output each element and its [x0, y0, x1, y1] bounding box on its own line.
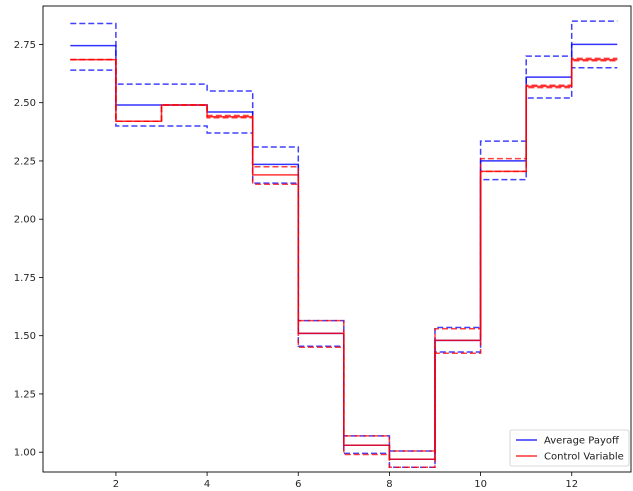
x-axis-ticks: 2 4 6 8 10 12: [113, 472, 578, 490]
y-tick-label: 2.50: [14, 98, 36, 109]
legend-label-average-payoff: Average Payoff: [544, 436, 620, 447]
x-tick-label: 8: [386, 479, 392, 490]
legend-label-control-variable: Control Variable: [544, 452, 624, 463]
y-tick-label: 2.25: [14, 156, 36, 167]
legend: Average Payoff Control Variable: [509, 429, 630, 467]
y-tick-label: 1.25: [14, 389, 36, 400]
axes-layer: [42, 5, 632, 473]
plot-frame: [42, 5, 632, 473]
x-tick-label: 12: [565, 479, 578, 490]
x-tick-label: 2: [113, 479, 119, 490]
control-variable-line: [70, 58, 618, 460]
y-tick-label: 2.75: [14, 40, 36, 51]
x-tick-label: 6: [295, 479, 301, 490]
y-axis-ticks: 1.00 1.25 1.50 1.75 2.00 2.25 2.50 2.75: [14, 40, 43, 459]
y-tick-label: 1.50: [14, 331, 36, 342]
y-tick-label: 2.00: [14, 215, 36, 226]
series-layer: [70, 20, 618, 469]
x-tick-label: 10: [474, 479, 487, 490]
plot-area: [43, 6, 631, 472]
legend-box: [509, 429, 630, 467]
x-tick-label: 4: [204, 479, 210, 490]
y-tick-label: 1.00: [14, 448, 36, 459]
y-tick-label: 1.75: [14, 273, 36, 284]
